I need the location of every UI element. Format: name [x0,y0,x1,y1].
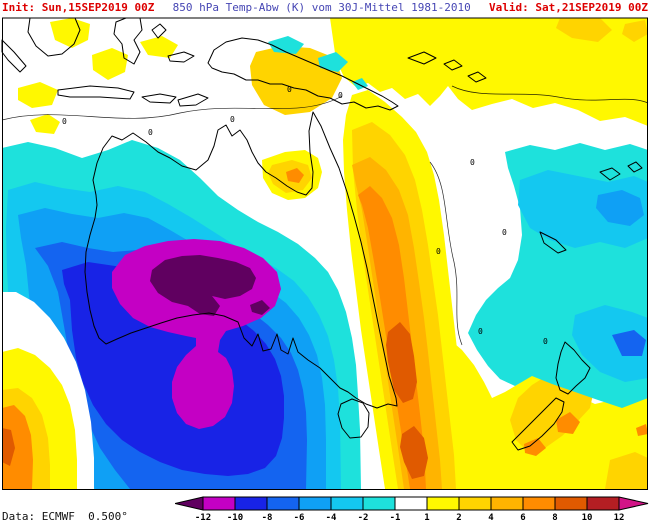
scale-tick-label: -10 [227,513,243,522]
coast-new-caledonia [539,231,567,254]
scale-tick-label: -8 [262,513,273,522]
scale-tick-label: 6 [520,513,525,522]
map-footer: Data: ECMWF 0.500° (C) Wetterzentrale ww… [2,491,141,522]
map-border [2,17,648,490]
scale-segment [522,496,556,511]
scale-tick-label: 10 [582,513,593,522]
scale-tick-label: 4 [488,513,494,522]
zero-contour-labels: 0 0 0 0 0 0 0 0 0 0 [62,85,548,346]
coast-nz-south [511,397,565,451]
scale-tick-label: 1 [424,513,429,522]
coast-new-guinea [207,37,399,111]
scale-segment [586,496,620,511]
scale-segment [202,496,236,511]
scale-tick-label: -2 [358,513,369,522]
svg-text:0: 0 [287,85,292,94]
svg-text:0: 0 [338,91,343,100]
svg-text:0: 0 [62,117,67,126]
coast-solomons-1 [443,59,463,71]
scale-tick-label: 12 [614,513,625,522]
scale-tick-label: -1 [390,513,401,522]
svg-text:0: 0 [478,327,483,336]
scale-segment [490,496,524,511]
map-header: Init: Sun,15SEP2019 00Z 850 hPa Temp-Abw… [0,0,650,17]
coast-nz-north [555,341,591,395]
zero-contour-lines [1,85,649,346]
scale-left-arrow [174,496,204,511]
scale-tick-label: -12 [195,513,211,522]
scale-segment [330,496,364,511]
scale-tick-label: -6 [294,513,305,522]
scale-segment [458,496,492,511]
svg-text:0: 0 [230,115,235,124]
map-title: 850 hPa Temp-Abw (K) vom 30J-Mittel 1981… [172,1,471,14]
scale-tick-label: 8 [552,513,557,522]
scale-segment [426,496,460,511]
scale-segment [266,496,300,511]
scale-tick-label: -4 [326,513,337,522]
svg-text:0: 0 [436,247,441,256]
color-scale: -12 -10 -8 -6 -4 -2 -1 1 2 4 6 8 10 12 [174,496,649,522]
svg-text:0: 0 [470,158,475,167]
coastlines [1,17,643,451]
coast-halmahera [151,23,167,39]
scale-tick-label: 2 [456,513,461,522]
svg-text:0: 0 [502,228,507,237]
map-area: 0 0 0 0 0 0 0 0 0 0 [0,17,650,490]
init-time-label: Init: Sun,15SEP2019 00Z [2,1,155,14]
valid-time-label: Valid: Sat,21SEP2019 00Z [489,1,648,14]
coast-sunda [141,93,177,104]
scale-right-arrow [618,496,649,511]
anomaly-map-svg: 0 0 0 0 0 0 0 0 0 0 [1,17,649,490]
svg-text:0: 0 [543,337,548,346]
temperature-anomaly-field [2,18,648,489]
color-scale-svg: -12 -10 -8 -6 -4 -2 -1 1 2 4 6 8 10 12 [174,496,649,522]
coast-fiji-1 [599,167,621,181]
scale-segment [298,496,332,511]
coast-fiji-2 [627,161,643,173]
svg-text:0: 0 [148,128,153,137]
coast-new-britain [407,51,437,65]
coast-timor [177,93,209,107]
scale-segment [394,496,428,511]
scale-segment [554,496,588,511]
coast-ceram [167,51,195,63]
data-source-label: Data: ECMWF 0.500° [2,510,128,522]
coast-tasmania [337,398,370,439]
coast-australia [84,111,398,409]
scale-segment [234,496,268,511]
coast-borneo [27,17,81,57]
scale-segment [362,496,396,511]
coast-solomons-2 [467,71,487,83]
coast-java [57,85,135,100]
